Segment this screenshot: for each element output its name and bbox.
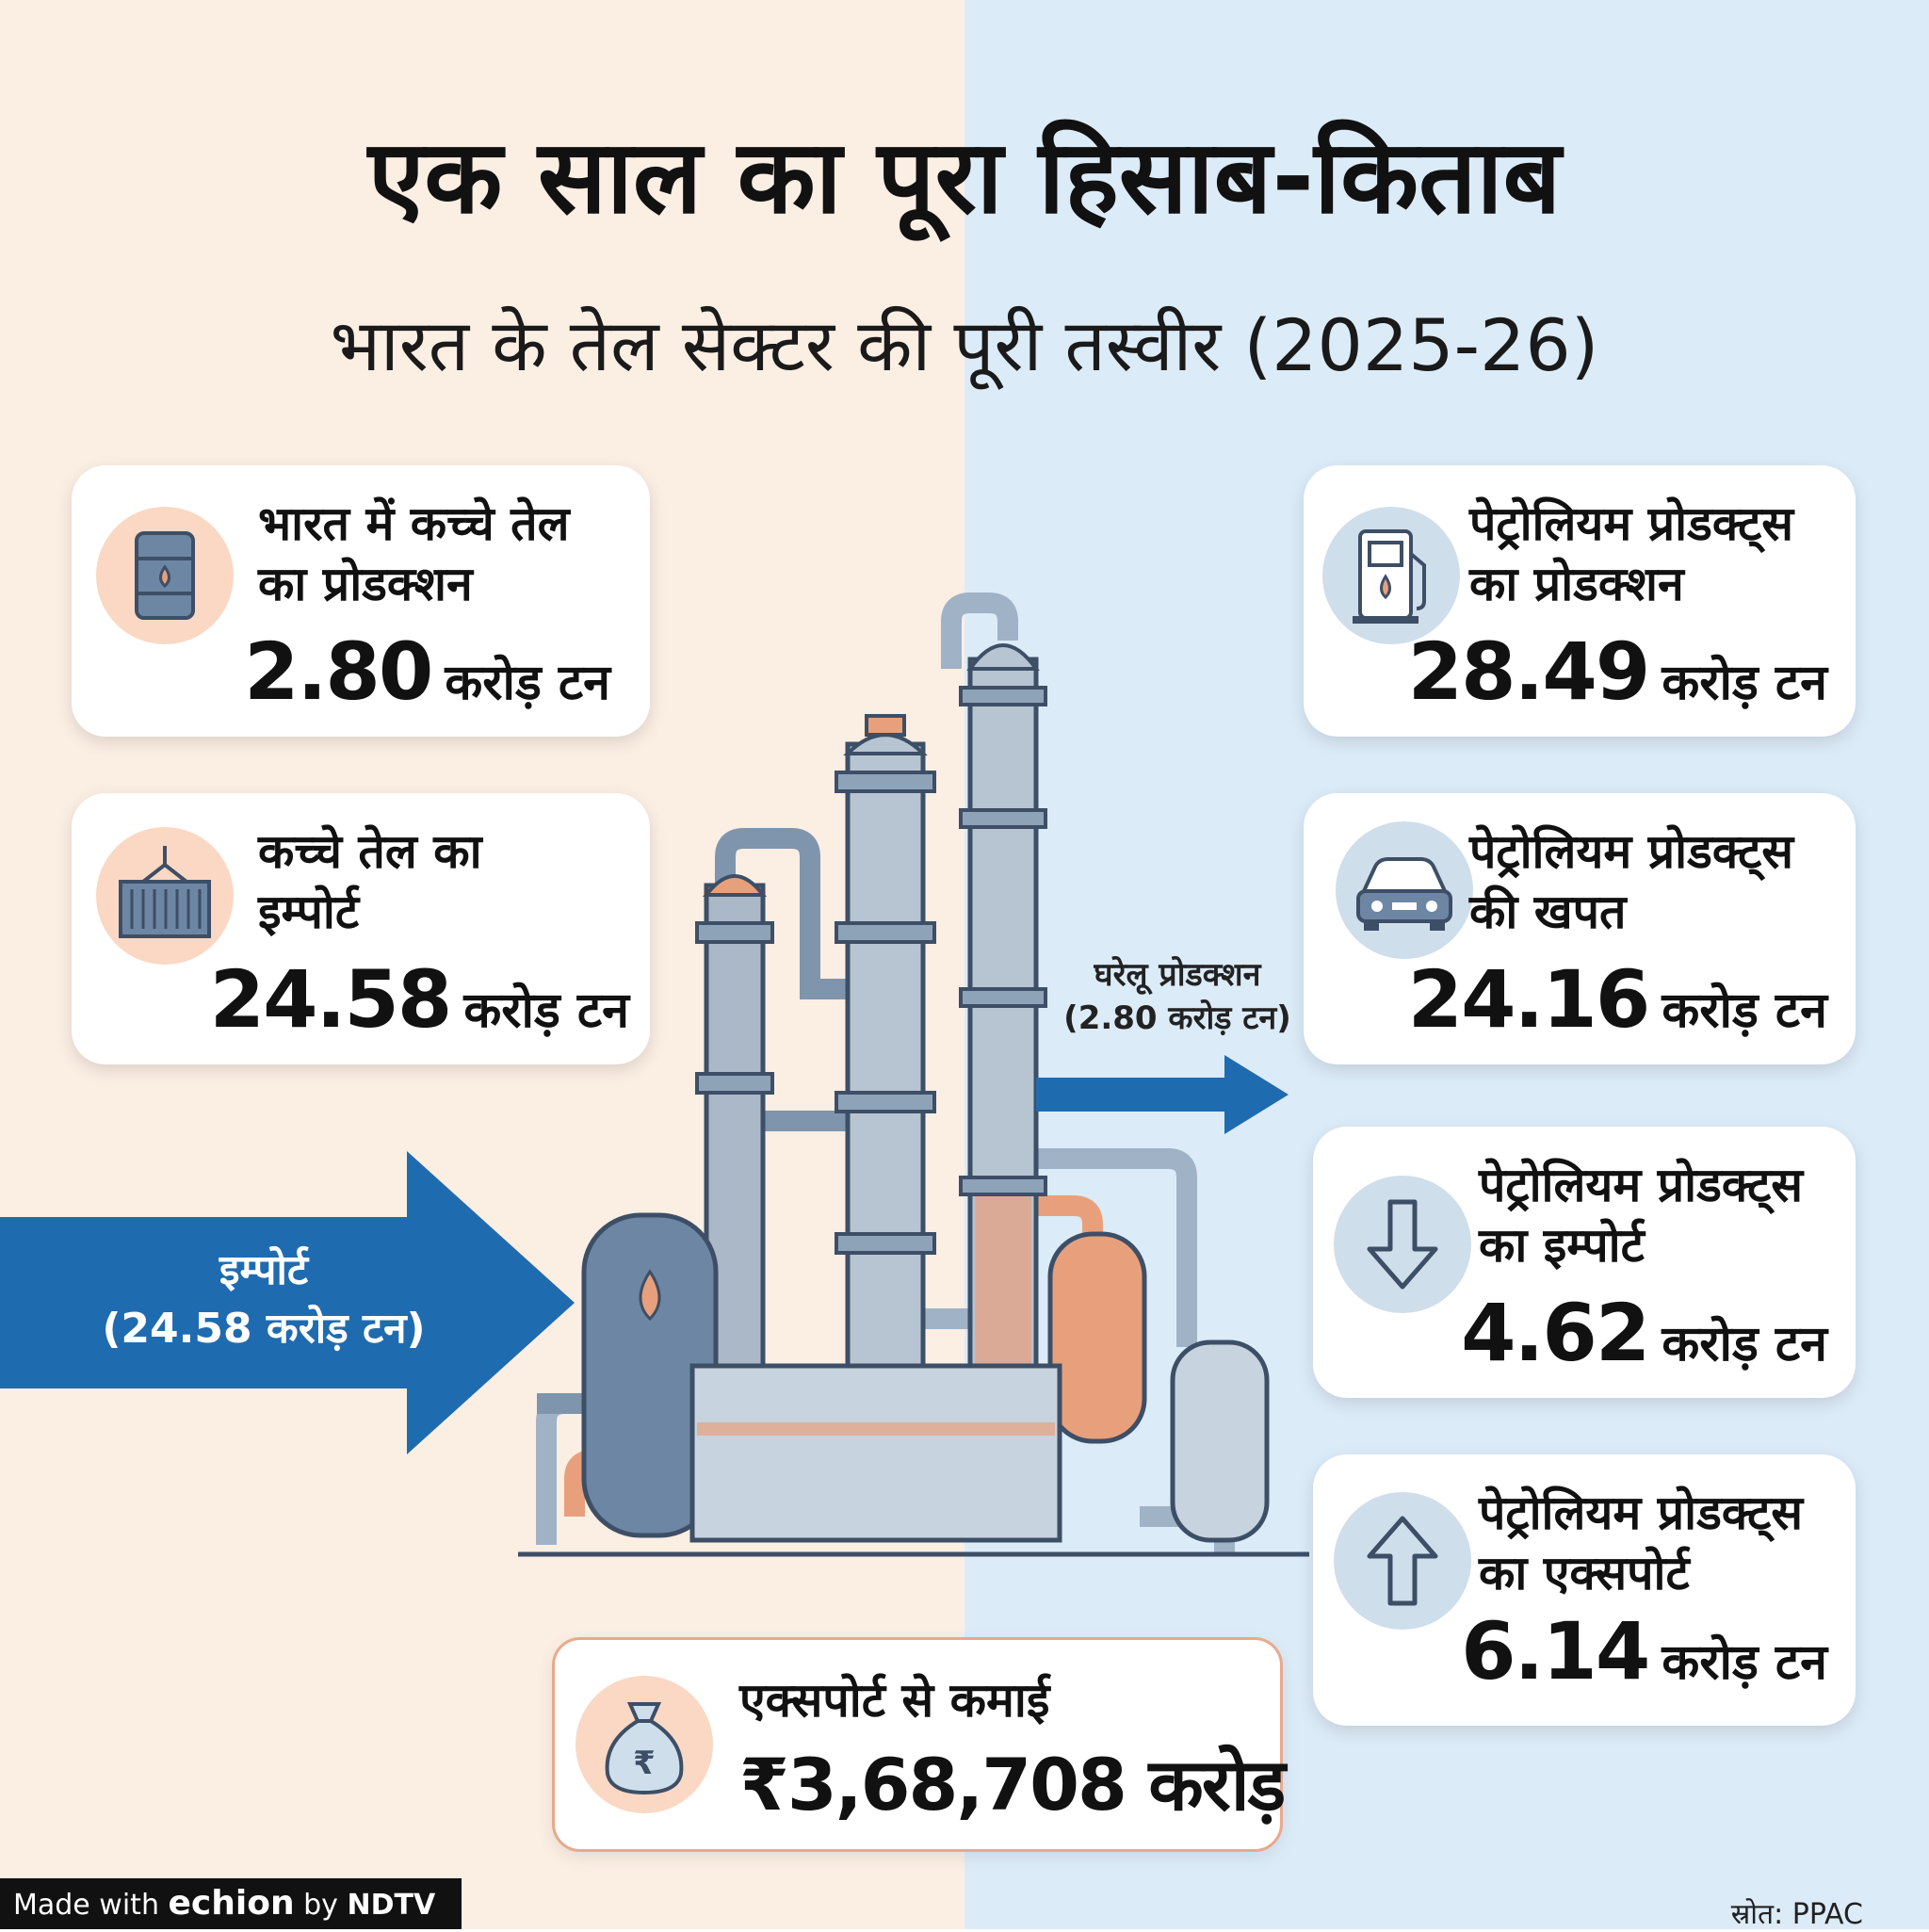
car-icon (1336, 821, 1473, 959)
crude-import-card: कच्चे तेल का इम्पोर्ट 24.58 करोड़ टन (72, 793, 650, 1064)
made-with-badge[interactable]: Made with echion by NDTV (0, 1878, 462, 1929)
money-bag-rupee-icon: ₹ (575, 1676, 713, 1813)
card-label: कच्चे तेल का इम्पोर्ट (258, 824, 482, 939)
refinery-illustration (518, 593, 1309, 1557)
domestic-production-arrow (1036, 1055, 1289, 1134)
oil-barrel-icon (96, 507, 234, 644)
crude-production-card: भारत में कच्चे तेल का प्रोडक्शन 2.80 करोड… (72, 465, 650, 737)
page-title: एक साल का पूरा हिसाब-किताब (367, 119, 1562, 236)
card-label: पेट्रोलियम प्रोडक्ट्स का इम्पोर्ट (1479, 1158, 1804, 1273)
products-consumption-card: पेट्रोलियम प्रोडक्ट्स की खपत 24.16 करोड़ … (1304, 793, 1856, 1064)
card-label: पेट्रोलियम प्रोडक्ट्स की खपत (1469, 824, 1794, 939)
up-arrow-icon (1334, 1492, 1471, 1630)
import-arrow (0, 1151, 575, 1454)
card-value: 24.16 करोड़ टन (1407, 953, 1827, 1046)
card-value: 4.62 करोड़ टन (1461, 1287, 1827, 1379)
products-import-card: पेट्रोलियम प्रोडक्ट्स का इम्पोर्ट 4.62 कर… (1313, 1127, 1856, 1398)
card-label: भारत में कच्चे तेल का प्रोडक्शन (258, 496, 570, 611)
shipping-container-icon (96, 827, 234, 965)
card-value: 6.14 करोड़ टन (1461, 1605, 1827, 1697)
echion-logo: echion (168, 1884, 295, 1923)
earnings-label: एक्सपोर्ट से कमाई (739, 1673, 1050, 1728)
down-arrow-icon (1334, 1176, 1471, 1313)
ndtv-logo: NDTV (347, 1889, 436, 1922)
card-value: 24.58 करोड़ टन (209, 953, 629, 1046)
page-subtitle: भारत के तेल सेक्टर की पूरी तस्वीर (2025-… (330, 303, 1599, 387)
source-credit: स्रोत: PPAC (1730, 1898, 1863, 1931)
card-value: 2.80 करोड़ टन (244, 625, 610, 718)
export-earnings-card: ₹ एक्सपोर्ट से कमाई ₹3,68,708 करोड़ (552, 1637, 1286, 1852)
svg-text:₹: ₹ (633, 1745, 656, 1782)
card-label: पेट्रोलियम प्रोडक्ट्स का प्रोडक्शन (1469, 496, 1794, 611)
card-value: 28.49 करोड़ टन (1407, 625, 1827, 718)
domestic-production-label: घरेलू प्रोडक्शन (2.80 करोड़ टन) (1063, 956, 1291, 1037)
earnings-value: ₹3,68,708 करोड़ (739, 1743, 1286, 1826)
products-production-card: पेट्रोलियम प्रोडक्ट्स का प्रोडक्शन 28.49… (1304, 465, 1856, 737)
import-arrow-label: इम्पोर्ट (24.58 करोड़ टन) (102, 1246, 426, 1353)
card-label: पेट्रोलियम प्रोडक्ट्स का एक्सपोर्ट (1479, 1486, 1804, 1600)
fuel-pump-icon (1322, 507, 1460, 644)
products-export-card: पेट्रोलियम प्रोडक्ट्स का एक्सपोर्ट 6.14 क… (1313, 1454, 1856, 1726)
